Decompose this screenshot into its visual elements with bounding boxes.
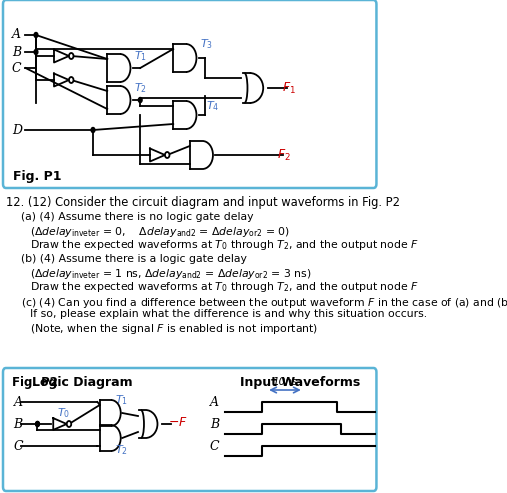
Text: If so, please explain what the difference is and why this situation occurs.: If so, please explain what the differenc… <box>30 309 427 319</box>
Text: A: A <box>210 395 219 409</box>
Circle shape <box>69 53 74 59</box>
FancyBboxPatch shape <box>3 0 376 188</box>
Text: $T_2$: $T_2$ <box>134 81 147 95</box>
Circle shape <box>69 77 74 83</box>
Text: $T_1$: $T_1$ <box>134 49 147 63</box>
Circle shape <box>35 422 40 426</box>
Circle shape <box>138 98 142 103</box>
Text: D: D <box>12 124 22 137</box>
Text: B: B <box>14 418 23 430</box>
Text: Logic Diagram: Logic Diagram <box>32 376 133 389</box>
Text: ($\Delta delay_\mathrm{inveter}$ = 1 ns, $\Delta delay_\mathrm{and2}$ = $\Delta : ($\Delta delay_\mathrm{inveter}$ = 1 ns,… <box>30 267 311 281</box>
Text: $F_2$: $F_2$ <box>277 147 291 163</box>
Text: (a) (4) Assume there is no logic gate delay: (a) (4) Assume there is no logic gate de… <box>21 212 254 222</box>
Text: B: B <box>12 45 21 59</box>
Text: B: B <box>210 418 219 430</box>
Text: $T_0$: $T_0$ <box>57 406 70 420</box>
Text: Draw the expected waveforms at $T_0$ through $T_2$, and the output node $F$: Draw the expected waveforms at $T_0$ thr… <box>30 280 419 294</box>
Text: $T_3$: $T_3$ <box>200 37 213 51</box>
Text: $T_2$: $T_2$ <box>115 443 128 457</box>
Text: (Note, when the signal $F$ is enabled is not important): (Note, when the signal $F$ is enabled is… <box>30 322 318 336</box>
Text: C: C <box>209 439 219 453</box>
Text: (b) (4) Assume there is a logic gate delay: (b) (4) Assume there is a logic gate del… <box>21 254 247 264</box>
Circle shape <box>34 33 38 37</box>
Text: Fig. P1: Fig. P1 <box>14 170 62 183</box>
Text: Draw the expected waveforms at $T_0$ through $T_2$, and the output node $F$: Draw the expected waveforms at $T_0$ thr… <box>30 238 419 252</box>
Text: A: A <box>14 395 22 409</box>
Text: $T_1$: $T_1$ <box>115 393 128 407</box>
Text: Fig. P2: Fig. P2 <box>12 376 58 389</box>
Text: A: A <box>12 29 21 41</box>
Text: Input Waveforms: Input Waveforms <box>240 376 360 389</box>
Circle shape <box>35 422 40 426</box>
Circle shape <box>67 421 71 427</box>
Text: $T_4$: $T_4$ <box>206 99 220 113</box>
Text: C: C <box>14 439 23 453</box>
Circle shape <box>165 152 169 158</box>
Text: $-F$: $-F$ <box>168 417 188 429</box>
Text: 10ns: 10ns <box>272 377 298 387</box>
Circle shape <box>34 49 38 55</box>
Text: 12. (12) Consider the circuit diagram and input waveforms in Fig. P2: 12. (12) Consider the circuit diagram an… <box>6 196 400 209</box>
Text: ($\Delta delay_\mathrm{inveter}$ = 0,    $\Delta delay_\mathrm{and2}$ = $\Delta : ($\Delta delay_\mathrm{inveter}$ = 0, $\… <box>30 225 290 239</box>
Text: $F_1$: $F_1$ <box>282 80 296 96</box>
Text: (c) (4) Can you find a difference between the output waveform $F$ in the case of: (c) (4) Can you find a difference betwee… <box>21 296 507 310</box>
FancyBboxPatch shape <box>3 368 376 491</box>
Text: C: C <box>12 62 22 74</box>
Circle shape <box>91 128 95 133</box>
